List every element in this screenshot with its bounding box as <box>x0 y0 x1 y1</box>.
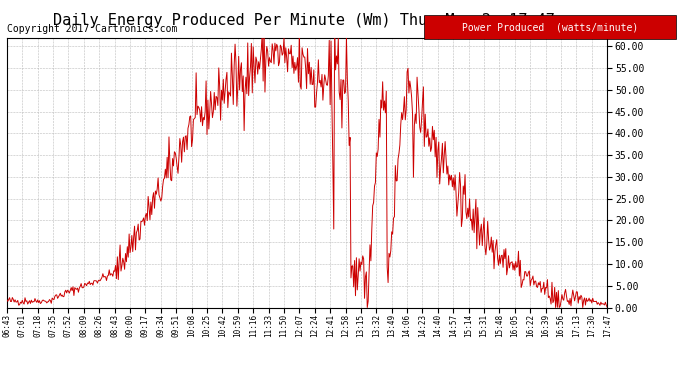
Text: Power Produced  (watts/minute): Power Produced (watts/minute) <box>462 22 638 32</box>
Text: Daily Energy Produced Per Minute (Wm) Thu  Mar 2  17:47: Daily Energy Produced Per Minute (Wm) Th… <box>52 13 555 28</box>
Text: Copyright 2017 Cartronics.com: Copyright 2017 Cartronics.com <box>7 24 177 34</box>
